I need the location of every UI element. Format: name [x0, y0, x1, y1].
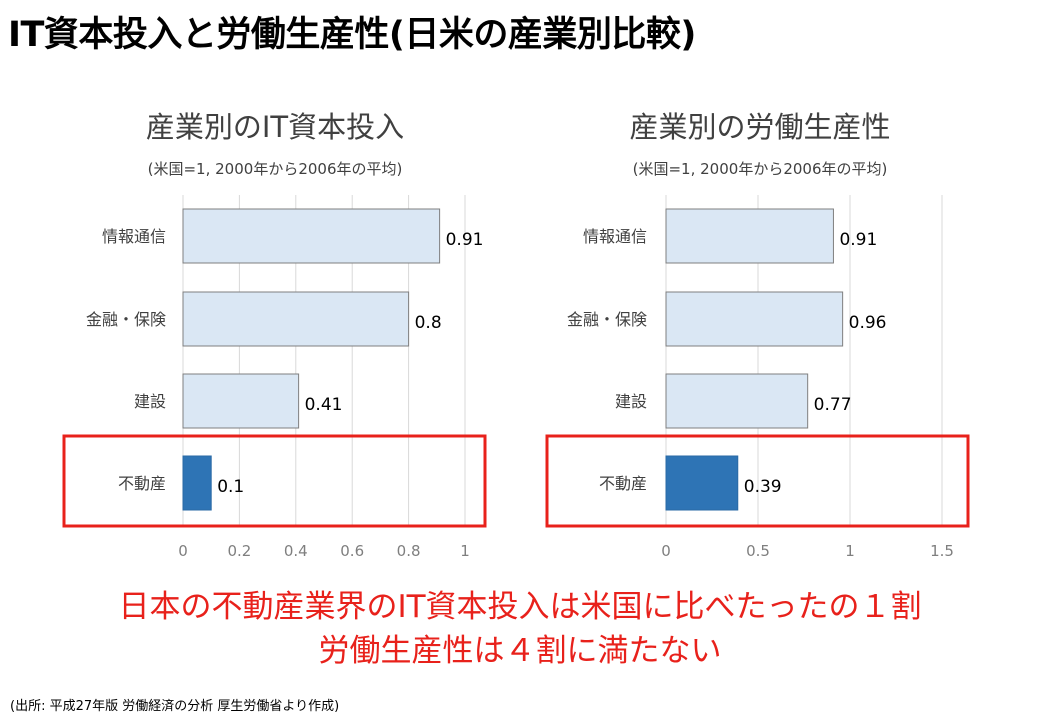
message-line-1: 日本の不動産業界のIT資本投入は米国に比べたったの１割 — [118, 589, 922, 625]
x-tick-label: 0 — [178, 542, 188, 560]
x-tick-label: 0.4 — [284, 542, 308, 560]
category-label: 金融・保険 — [567, 310, 647, 329]
data-label: 0.8 — [415, 313, 442, 333]
data-label: 0.96 — [849, 313, 887, 333]
data-label: 0.39 — [744, 477, 782, 497]
source-note: (出所: 平成27年版 労働経済の分析 厚生労働省より作成) — [10, 699, 340, 714]
bar — [665, 291, 844, 347]
data-label: 0.91 — [839, 230, 877, 250]
bar — [665, 208, 834, 264]
x-tick-label: 0.2 — [227, 542, 251, 560]
category-label: 情報通信 — [583, 227, 647, 246]
category-label: 建設 — [615, 392, 647, 411]
bar — [182, 455, 212, 511]
data-label: 0.77 — [814, 395, 852, 415]
page-title: IT資本投入と労働生産性(日米の産業別比較) — [8, 15, 696, 55]
chart-subtitle: (米国=1, 2000年から2006年の平均) — [148, 160, 403, 178]
category-label: 不動産 — [599, 474, 647, 493]
bar — [182, 291, 410, 347]
category-label: 金融・保険 — [86, 310, 166, 329]
it-capital-chart: 産業別のIT資本投入 (米国=1, 2000年から2006年の平均) 0 0.2 0.4… — [62, 110, 487, 560]
data-label: 0.41 — [305, 395, 343, 415]
x-tick-label: 0.5 — [746, 542, 770, 560]
labor-productivity-chart: 産業別の労働生産性 (米国=1, 2000年から2006年の平均) 0 0.5 1 1.5… — [545, 110, 970, 560]
highlight-box — [62, 434, 487, 528]
bar — [665, 455, 739, 511]
bar — [665, 373, 809, 429]
chart-subtitle: (米国=1, 2000年から2006年の平均) — [633, 160, 888, 178]
x-tick-label: 0 — [661, 542, 671, 560]
category-label: 建設 — [134, 392, 166, 411]
category-label: 情報通信 — [102, 227, 166, 246]
data-label: 0.91 — [446, 230, 484, 250]
x-tick-label: 1.5 — [930, 542, 954, 560]
x-tick-label: 0.6 — [340, 542, 364, 560]
category-label: 不動産 — [118, 474, 166, 493]
x-tick-label: 1 — [460, 542, 470, 560]
bar — [182, 208, 441, 264]
x-tick-label: 0.8 — [397, 542, 421, 560]
x-tick-label: 1 — [845, 542, 855, 560]
data-label: 0.1 — [217, 477, 244, 497]
message-line-2: 労働生産性は４割に満たない — [318, 633, 722, 669]
highlight-box — [545, 434, 970, 528]
chart-title: 産業別のIT資本投入 — [146, 110, 404, 144]
chart-title: 産業別の労働生産性 — [629, 110, 890, 144]
bar — [182, 373, 300, 429]
